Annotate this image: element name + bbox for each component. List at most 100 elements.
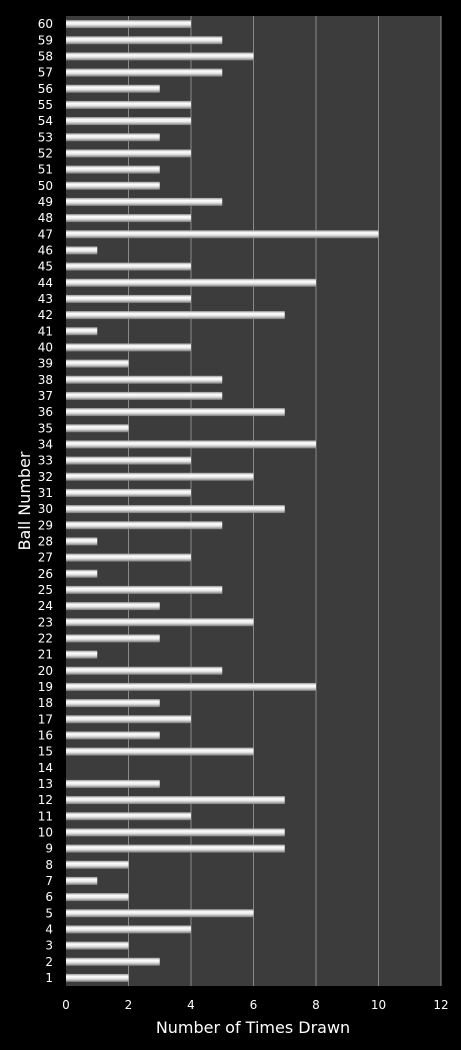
y-tick-label: 34 xyxy=(38,437,53,451)
bar-ball-40 xyxy=(66,343,191,352)
bar-ball-32 xyxy=(66,472,254,481)
bar-ball-29 xyxy=(66,521,223,530)
y-tick-label: 19 xyxy=(38,680,53,694)
bar-ball-25 xyxy=(66,585,223,594)
bar-ball-44 xyxy=(66,278,316,287)
bar-ball-33 xyxy=(66,456,191,465)
y-tick-label: 27 xyxy=(38,551,53,565)
bar-ball-3 xyxy=(66,941,129,950)
y-tick-label: 9 xyxy=(45,842,53,856)
x-tick-label: 8 xyxy=(312,998,320,1012)
bar-ball-35 xyxy=(66,424,129,433)
x-tick-label: 12 xyxy=(433,998,448,1012)
y-tick-label: 56 xyxy=(38,82,53,96)
y-tick-label: 30 xyxy=(38,502,53,516)
bar-ball-37 xyxy=(66,391,223,400)
bar-ball-60 xyxy=(66,20,191,29)
y-tick-label: 48 xyxy=(38,211,53,225)
x-tick-label: 6 xyxy=(250,998,258,1012)
bar-ball-17 xyxy=(66,715,191,724)
bar-ball-5 xyxy=(66,909,254,918)
y-tick-label: 39 xyxy=(38,357,53,371)
bar-ball-16 xyxy=(66,731,160,740)
y-tick-label: 43 xyxy=(38,292,53,306)
y-tick-label: 40 xyxy=(38,340,53,354)
x-tick-label: 10 xyxy=(371,998,386,1012)
bar-ball-23 xyxy=(66,618,254,627)
bar-ball-36 xyxy=(66,408,285,417)
y-tick-label: 36 xyxy=(38,405,53,419)
y-tick-label: 29 xyxy=(38,518,53,532)
x-tick-labels: 0 2 4 6 8 10 12 xyxy=(62,998,448,1012)
y-tick-label: 4 xyxy=(45,922,53,936)
y-tick-label: 15 xyxy=(38,745,53,759)
bar-ball-2 xyxy=(66,957,160,966)
y-tick-label: 42 xyxy=(38,308,53,322)
bar-ball-20 xyxy=(66,666,223,675)
y-tick-label: 52 xyxy=(38,146,53,160)
bar-ball-51 xyxy=(66,165,160,174)
bar-ball-1 xyxy=(66,973,129,982)
y-tick-label: 14 xyxy=(38,761,53,775)
y-tick-label: 32 xyxy=(38,470,53,484)
y-tick-label: 51 xyxy=(38,163,53,177)
y-tick-label: 28 xyxy=(38,534,53,548)
bar-ball-27 xyxy=(66,553,191,562)
y-tick-label: 33 xyxy=(38,454,53,468)
bar-ball-11 xyxy=(66,812,191,821)
bar-ball-54 xyxy=(66,117,191,126)
y-tick-label: 38 xyxy=(38,373,53,387)
bar-ball-52 xyxy=(66,149,191,158)
bar-ball-57 xyxy=(66,68,223,77)
y-tick-label: 13 xyxy=(38,777,53,791)
bar-ball-42 xyxy=(66,311,285,320)
y-tick-label: 45 xyxy=(38,260,53,274)
y-tick-label: 1 xyxy=(45,971,53,985)
y-tick-label: 54 xyxy=(38,114,53,128)
y-tick-label: 22 xyxy=(38,631,53,645)
y-tick-label: 49 xyxy=(38,195,53,209)
bar-ball-15 xyxy=(66,747,254,756)
bar-ball-7 xyxy=(66,876,98,885)
y-axis-title: Ball Number xyxy=(15,451,34,550)
bar-ball-47 xyxy=(66,230,379,239)
bar-ball-41 xyxy=(66,327,98,336)
y-tick-label: 5 xyxy=(45,906,53,920)
bar-ball-50 xyxy=(66,181,160,190)
y-tick-label: 11 xyxy=(38,809,53,823)
bar-ball-18 xyxy=(66,699,160,708)
bar-ball-10 xyxy=(66,828,285,837)
bar-ball-48 xyxy=(66,214,191,223)
x-tick-label: 0 xyxy=(62,998,70,1012)
bar-ball-6 xyxy=(66,893,129,902)
bar-ball-24 xyxy=(66,602,160,611)
y-tick-label: 3 xyxy=(45,939,53,953)
y-tick-label: 41 xyxy=(38,324,53,338)
bar-ball-58 xyxy=(66,52,254,61)
y-tick-label: 20 xyxy=(38,664,53,678)
y-tick-label: 57 xyxy=(38,66,53,80)
bar-ball-55 xyxy=(66,100,191,109)
bar-ball-4 xyxy=(66,925,191,934)
bar-ball-28 xyxy=(66,537,98,546)
y-tick-label: 17 xyxy=(38,712,53,726)
y-tick-label: 50 xyxy=(38,179,53,193)
bar-ball-9 xyxy=(66,844,285,853)
y-tick-label: 10 xyxy=(38,825,53,839)
bar-ball-12 xyxy=(66,796,285,805)
bar-ball-31 xyxy=(66,488,191,497)
y-tick-label: 7 xyxy=(45,874,53,888)
x-tick-label: 2 xyxy=(125,998,133,1012)
y-tick-label: 2 xyxy=(45,955,53,969)
bar-ball-53 xyxy=(66,133,160,142)
y-tick-label: 58 xyxy=(38,49,53,63)
bar-ball-19 xyxy=(66,682,316,691)
bar-ball-59 xyxy=(66,36,223,45)
y-tick-label: 24 xyxy=(38,599,53,613)
y-tick-label: 16 xyxy=(38,728,53,742)
bar-ball-34 xyxy=(66,440,316,449)
bar-ball-38 xyxy=(66,375,223,384)
y-tick-label: 31 xyxy=(38,486,53,500)
y-tick-label: 26 xyxy=(38,567,53,581)
